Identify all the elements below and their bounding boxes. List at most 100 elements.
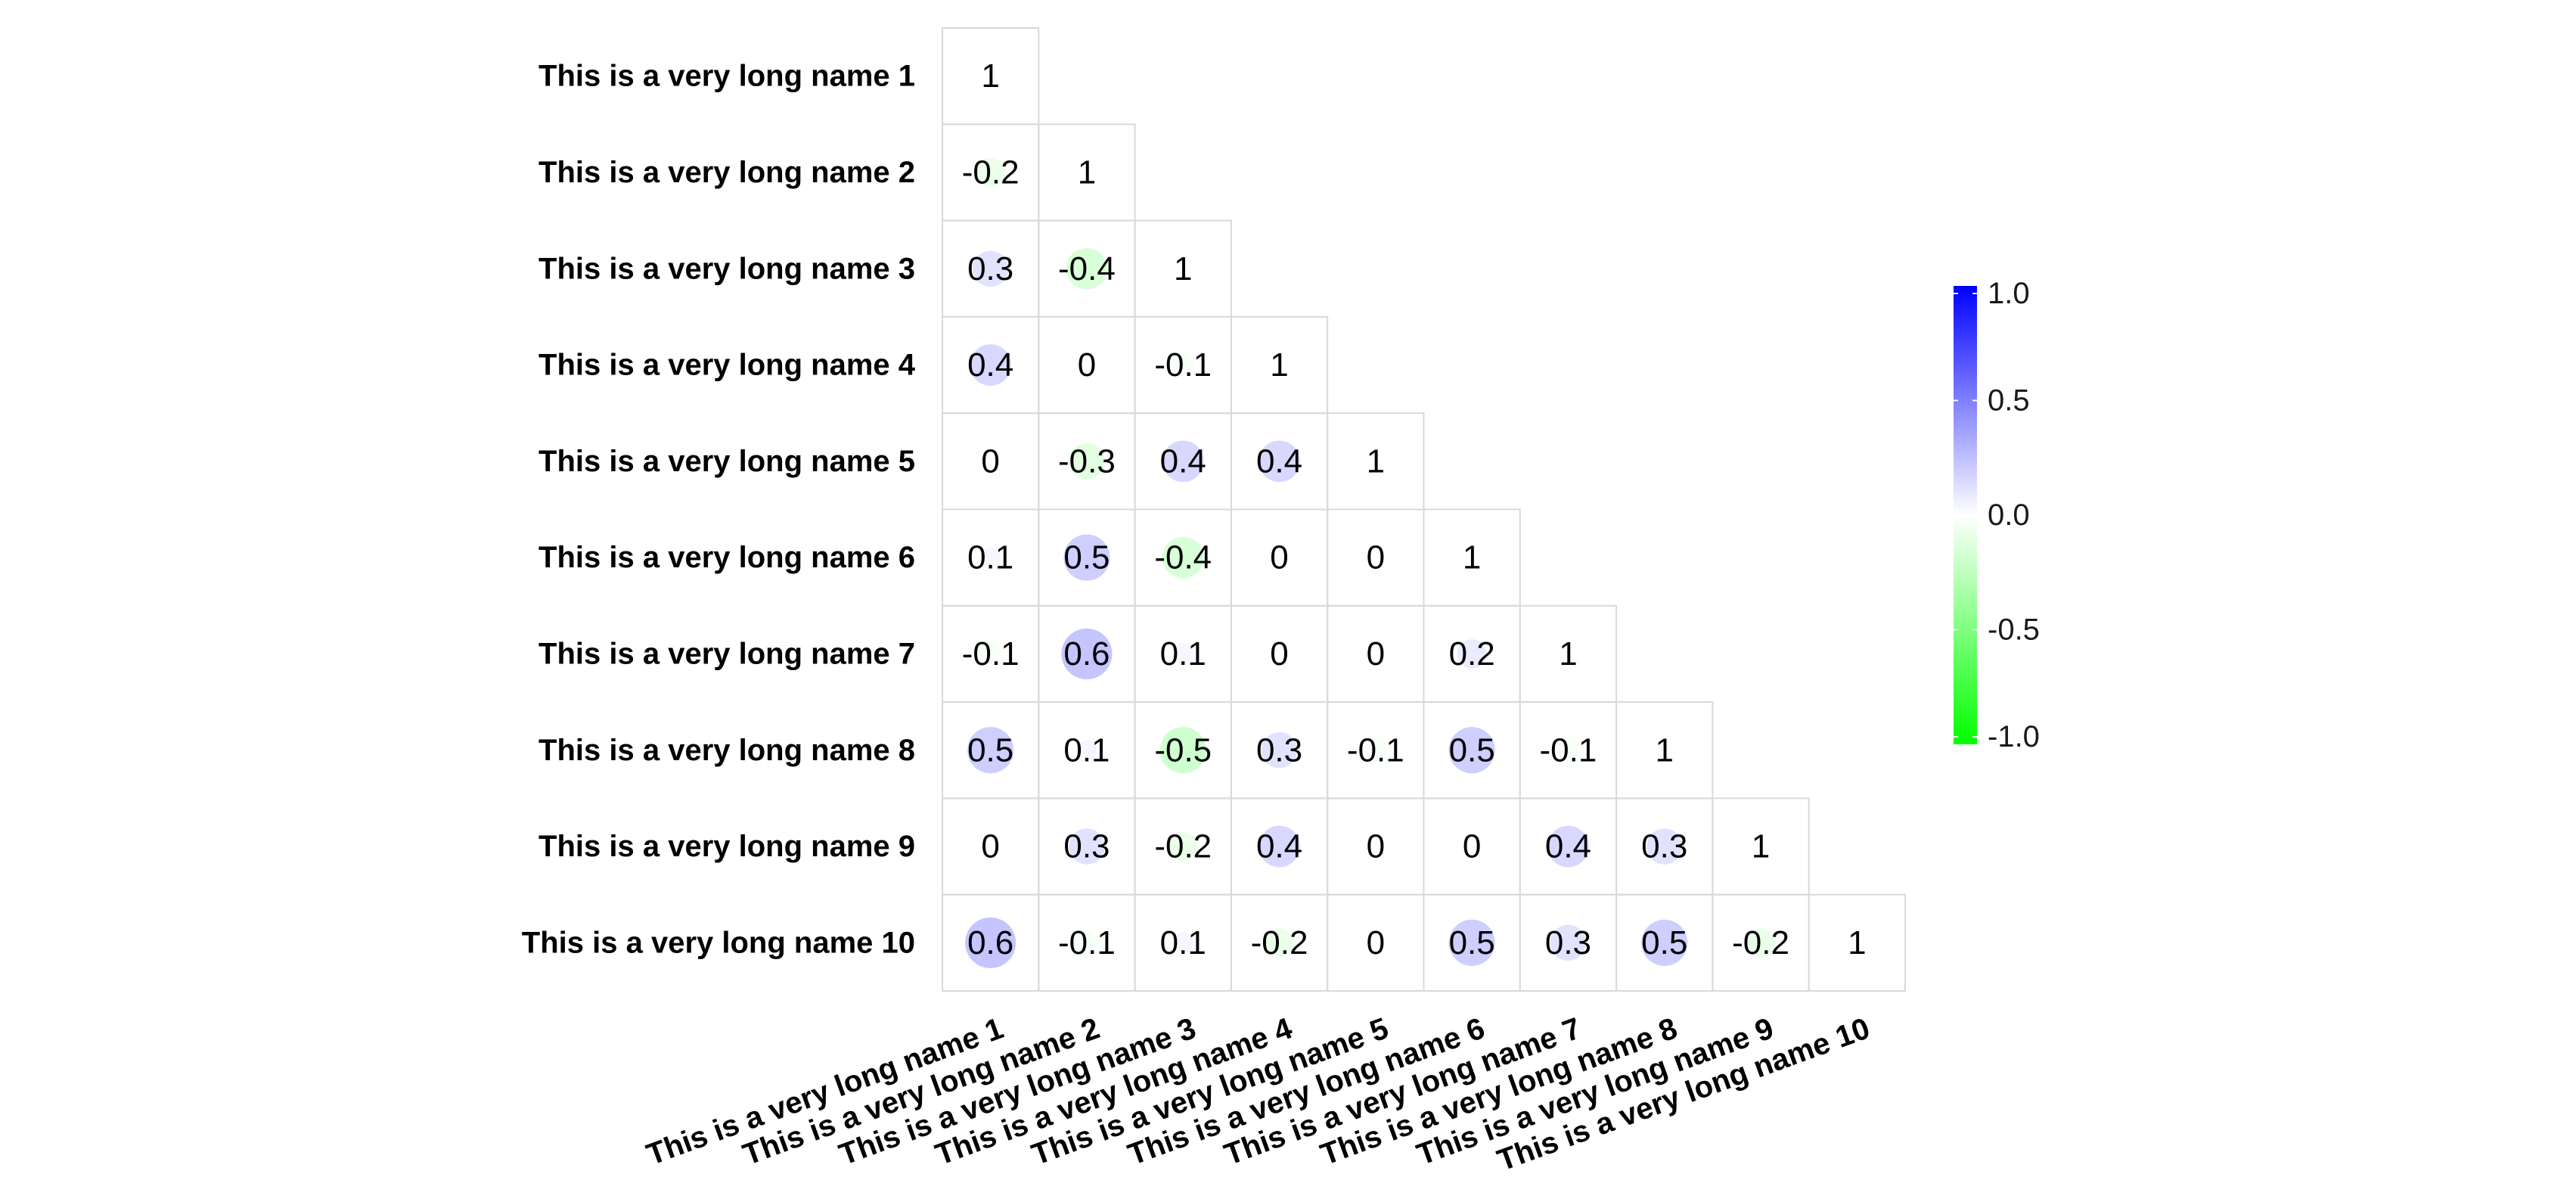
correlation-circle (1168, 831, 1198, 862)
correlation-value: 0.3 (1063, 828, 1110, 865)
correlation-value: -0.1 (1058, 924, 1116, 961)
correlation-value: 0.4 (967, 346, 1013, 384)
correlation-value: 0.5 (1063, 539, 1110, 576)
legend-tick-label: 1.0 (1988, 277, 2030, 310)
correlation-value: 1 (1752, 828, 1770, 865)
grid-cell (1808, 893, 1906, 992)
correlation-value: 0.1 (1063, 731, 1110, 769)
correlation-value: 0.1 (1160, 635, 1206, 672)
correlation-value: 1 (1463, 539, 1481, 576)
correlation-value: 0.4 (1545, 828, 1591, 865)
correlation-value: 0.5 (1449, 924, 1495, 961)
correlation-value: 0 (1078, 346, 1096, 384)
correlation-value: 0 (1367, 828, 1385, 865)
y-axis-labels: This is a very long name 1 This is a very… (522, 60, 916, 960)
correlation-value: 0.3 (1641, 828, 1687, 865)
correlation-circle (979, 643, 1001, 665)
correlation-value: 0.6 (1063, 635, 1110, 672)
correlation-circle (1746, 927, 1776, 958)
correlation-value: 0.4 (1160, 443, 1206, 480)
correlation-value: -0.2 (962, 154, 1020, 191)
correlation-value: -0.4 (1058, 250, 1116, 287)
correlation-value: 0 (1367, 635, 1385, 672)
correlation-value: 0 (981, 828, 999, 865)
correlation-value: -0.3 (1058, 443, 1116, 480)
row-label: This is a very long name 2 (538, 156, 915, 189)
legend-tick-label: 0.0 (1988, 498, 2030, 532)
correlation-value: 0.2 (1449, 635, 1495, 672)
correlation-circle (976, 157, 1006, 188)
correlation-value: 0 (1367, 539, 1385, 576)
correlation-value: -0.2 (1154, 828, 1212, 865)
correlation-circle (965, 917, 1016, 968)
correlation-circle (1641, 919, 1688, 966)
correlation-values: 1 -0.2 1 0.3 -0.4 1 0.4 0 -0.1 1 0 -0.3 0.4 0.4 1 0.1 0.… (962, 57, 1867, 961)
correlation-circle (1162, 440, 1204, 483)
correlation-value: 0.4 (1256, 443, 1302, 480)
correlation-circle (1159, 727, 1206, 774)
correlation-value: 0.5 (967, 731, 1013, 769)
correlation-circle (1259, 825, 1300, 868)
correlation-value: 0 (1367, 924, 1385, 961)
legend-tick-label: 0.5 (1988, 384, 2030, 418)
correlation-circle (1069, 828, 1105, 865)
correlation-circle (1066, 247, 1108, 290)
row-label: This is a very long name 6 (538, 541, 915, 574)
legend-ticks: 1.0 0.5 0.0 -0.5 -1.0 (1954, 277, 2040, 753)
legend-tick-label: -1.0 (1988, 720, 2040, 753)
correlation-value: 0.4 (1256, 828, 1302, 865)
grid (942, 27, 1906, 992)
correlation-circle (979, 547, 1001, 568)
correlation-circle (1069, 443, 1105, 480)
correlation-circle (967, 727, 1014, 774)
row-label: This is a very long name 5 (538, 445, 915, 478)
correlation-circle (972, 250, 1009, 287)
row-label: This is a very long name 4 (538, 349, 916, 382)
correlation-value: 0.5 (1449, 731, 1495, 769)
row-label: This is a very long name 7 (538, 637, 915, 670)
correlation-circle (1061, 628, 1113, 679)
correlation-value: 1 (1559, 635, 1577, 672)
correlation-value: -0.1 (1154, 346, 1212, 384)
correlation-value: -0.1 (1540, 731, 1597, 769)
legend-tick-label: -0.5 (1988, 613, 2040, 647)
correlation-value: 1 (1367, 443, 1385, 480)
correlation-value: 0.1 (1160, 924, 1206, 961)
correlation-circle (1063, 534, 1110, 581)
correlation-value: 1 (1848, 924, 1866, 961)
correlation-circles (965, 157, 1776, 968)
row-label: This is a very long name 9 (538, 830, 915, 863)
correlation-value: 0.3 (1545, 924, 1591, 961)
correlation-circle (1448, 919, 1495, 966)
correlation-value: 0.3 (1256, 731, 1302, 769)
correlation-value: 1 (1174, 250, 1192, 287)
correlation-value: 1 (1270, 346, 1288, 384)
correlation-value: 0.6 (967, 924, 1013, 961)
correlation-value: 0.3 (967, 250, 1013, 287)
correlation-value: 0 (981, 443, 999, 480)
correlation-value: 0 (1270, 635, 1288, 672)
correlation-circle (970, 344, 1012, 386)
correlation-circle (1172, 643, 1193, 665)
correlation-circle (1265, 927, 1294, 958)
correlation-value: 0.1 (967, 539, 1013, 576)
correlation-value: -0.1 (1347, 731, 1404, 769)
correlation-value: -0.4 (1154, 539, 1212, 576)
correlation-circle (1365, 740, 1386, 761)
correlation-value: -0.2 (1251, 924, 1308, 961)
correlation-value: -0.5 (1154, 731, 1212, 769)
correlation-value: -0.1 (962, 635, 1020, 672)
correlation-circle (1076, 932, 1097, 954)
correlation-value: 1 (1078, 154, 1096, 191)
row-label: This is a very long name 8 (538, 734, 915, 767)
correlation-circle (1076, 740, 1097, 761)
correlation-value: 0 (1270, 539, 1288, 576)
correlation-value: -0.2 (1732, 924, 1789, 961)
correlation-value: 1 (981, 57, 999, 95)
correlation-circle (1557, 740, 1579, 761)
correlation-circle (1261, 732, 1298, 769)
row-label: This is a very long name 10 (522, 926, 915, 959)
correlation-circle (1172, 932, 1193, 954)
